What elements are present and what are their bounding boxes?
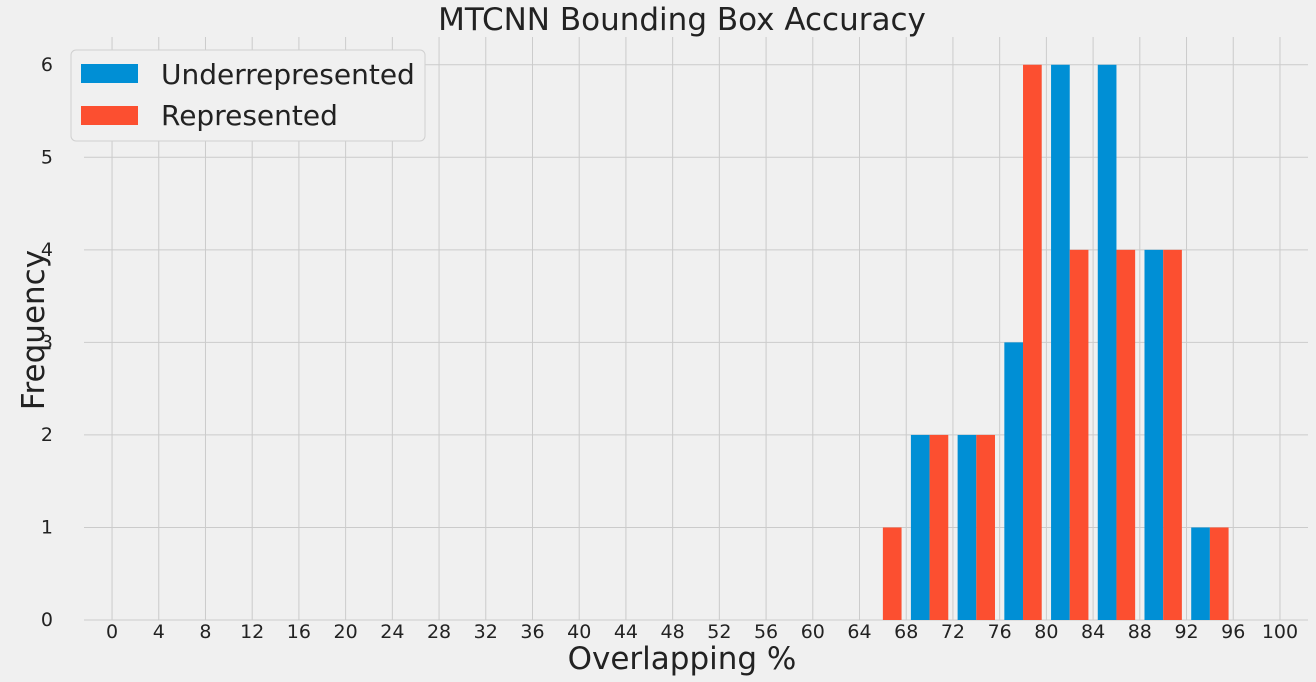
bar-represented <box>1209 527 1229 620</box>
bar-underrepresented <box>1144 249 1164 621</box>
y-tick-label: 3 <box>41 331 53 353</box>
x-tick-label: 20 <box>334 621 358 643</box>
x-tick-label: 88 <box>1128 621 1152 643</box>
legend-label-underrepresented: Underrepresented <box>161 58 415 91</box>
y-tick-label: 6 <box>41 54 53 76</box>
x-tick-label: 12 <box>240 621 264 643</box>
x-tick-label: 96 <box>1221 621 1245 643</box>
bar-underrepresented <box>910 434 930 620</box>
legend: Underrepresented Represented <box>70 49 426 142</box>
x-tick-label: 28 <box>427 621 451 643</box>
x-tick-label: 16 <box>287 621 311 643</box>
x-tick-label: 44 <box>614 621 638 643</box>
bar-represented <box>1163 249 1182 621</box>
legend-swatch-underrepresented <box>81 64 138 83</box>
x-tick-label: 48 <box>661 621 685 643</box>
y-tick-label: 1 <box>41 516 53 538</box>
x-tick-label: 8 <box>199 621 211 643</box>
x-tick-label: 0 <box>106 621 118 643</box>
y-tick-label: 2 <box>41 424 53 446</box>
x-tick-label: 52 <box>707 621 731 643</box>
x-tick-label: 64 <box>847 621 871 643</box>
tick-labels: 0 4 8 12 16 20 24 28 32 36 40 44 48 52 56 60 64 68 72 76 80 8… <box>41 54 1298 643</box>
x-tick-label: 100 <box>1262 621 1298 643</box>
bars <box>882 64 1229 621</box>
x-tick-label: 4 <box>153 621 165 643</box>
x-tick-label: 84 <box>1081 621 1105 643</box>
bar-underrepresented <box>957 434 977 620</box>
bar-represented <box>929 434 949 620</box>
legend-swatch-represented <box>81 106 138 125</box>
bar-represented <box>976 434 995 620</box>
x-tick-label: 76 <box>988 621 1012 643</box>
x-tick-label: 56 <box>754 621 778 643</box>
legend-frame <box>70 49 426 142</box>
bar-underrepresented <box>1004 342 1024 620</box>
y-axis-label: Frequency <box>16 250 52 410</box>
bar-underrepresented <box>1191 527 1210 620</box>
x-tick-label: 36 <box>520 621 544 643</box>
x-tick-label: 92 <box>1174 621 1198 643</box>
legend-label-represented: Represented <box>161 99 338 132</box>
x-tick-label: 60 <box>801 621 825 643</box>
x-axis-label: Overlapping % <box>568 641 797 677</box>
bar-represented <box>882 527 902 620</box>
bar-underrepresented <box>1097 64 1117 620</box>
x-tick-label: 80 <box>1034 621 1058 643</box>
chart-title: MTCNN Bounding Box Accuracy <box>438 2 926 38</box>
x-tick-label: 40 <box>567 621 591 643</box>
x-tick-label: 32 <box>474 621 498 643</box>
y-tick-label: 5 <box>41 146 53 168</box>
y-tick-label: 4 <box>41 239 53 261</box>
bar-represented <box>1023 64 1042 620</box>
x-tick-label: 72 <box>941 621 965 643</box>
x-tick-label: 24 <box>380 621 404 643</box>
y-tick-label: 0 <box>41 609 53 631</box>
bar-represented <box>1116 249 1136 621</box>
bar-represented <box>1069 249 1089 621</box>
bar-underrepresented <box>1051 64 1070 620</box>
x-tick-label: 68 <box>894 621 918 643</box>
